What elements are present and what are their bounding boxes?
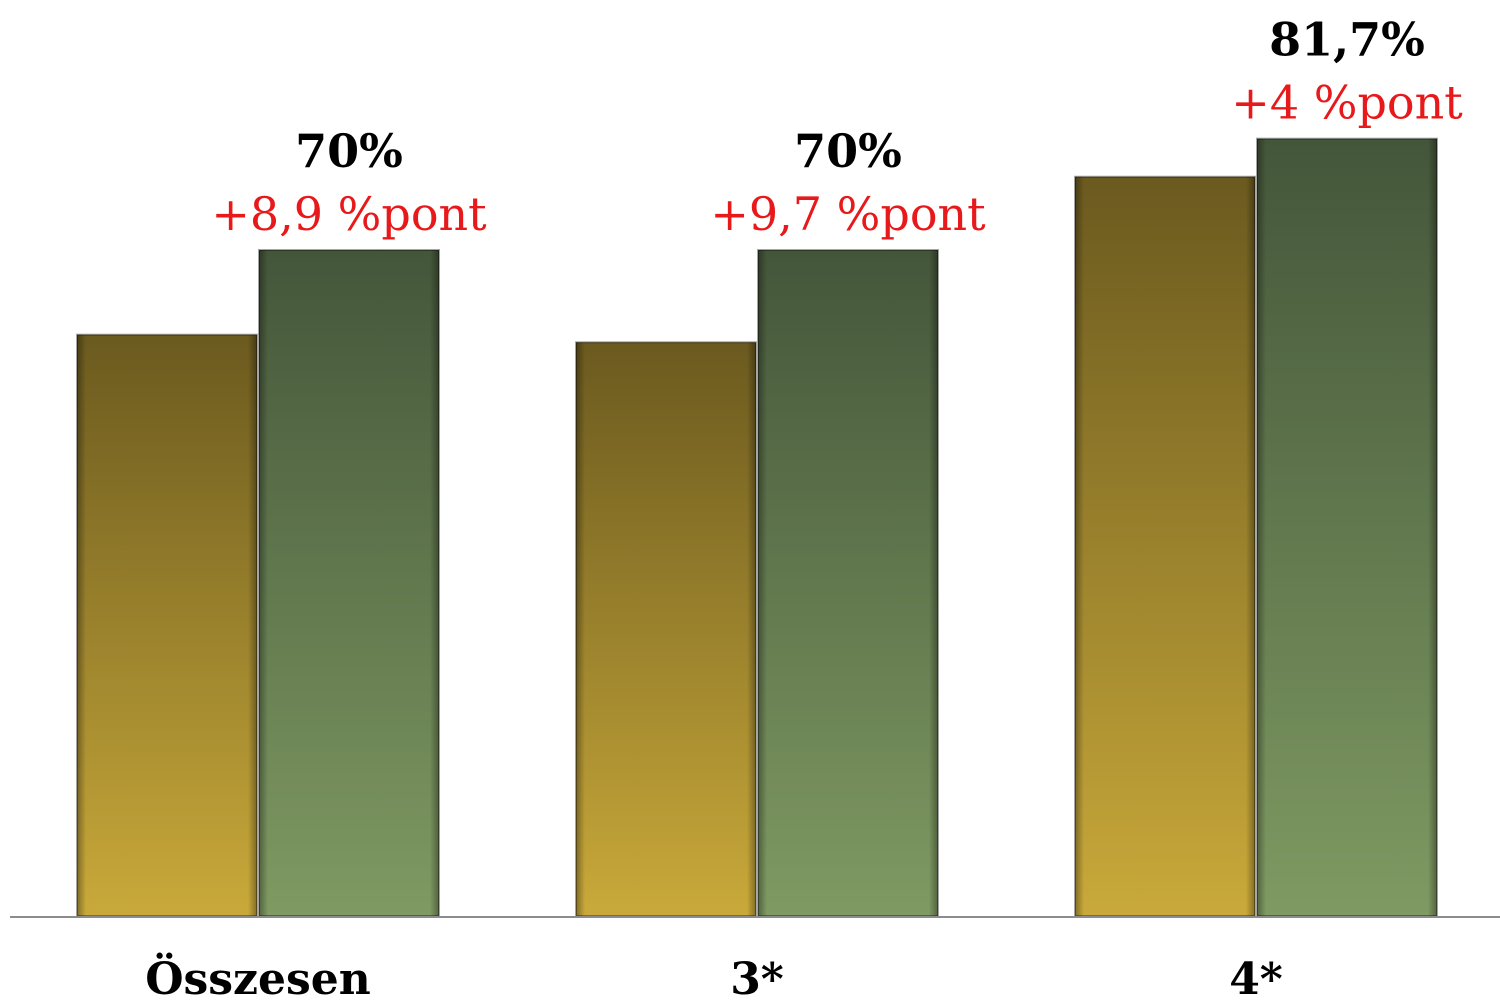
- category-label-1: Összesen: [145, 951, 371, 1001]
- data-label-1: 70%: [295, 124, 403, 178]
- labels-layer: +8,9 %pont 70% Összesen +9,7 %pont 70% 3* +4 %…: [145, 13, 1463, 1001]
- bars-layer: [76, 137, 1438, 918]
- bar-shading-2-3: [1257, 138, 1437, 916]
- change-label-3: +4 %pont: [1231, 76, 1463, 130]
- category-label-3: 4*: [1229, 954, 1283, 1001]
- bar-shading-1-1: [77, 334, 257, 917]
- bar-shading-1-3: [1075, 176, 1255, 917]
- category-label-2: 3*: [730, 954, 784, 1001]
- bar-shading-2-1: [259, 250, 439, 916]
- bar-shading-1-2: [576, 342, 756, 916]
- bar-shading-2-2: [758, 250, 938, 916]
- data-label-2: 70%: [794, 124, 902, 178]
- change-label-2: +9,7 %pont: [710, 187, 986, 241]
- data-label-3: 81,7%: [1269, 13, 1425, 67]
- change-label-1: +8,9 %pont: [211, 187, 487, 241]
